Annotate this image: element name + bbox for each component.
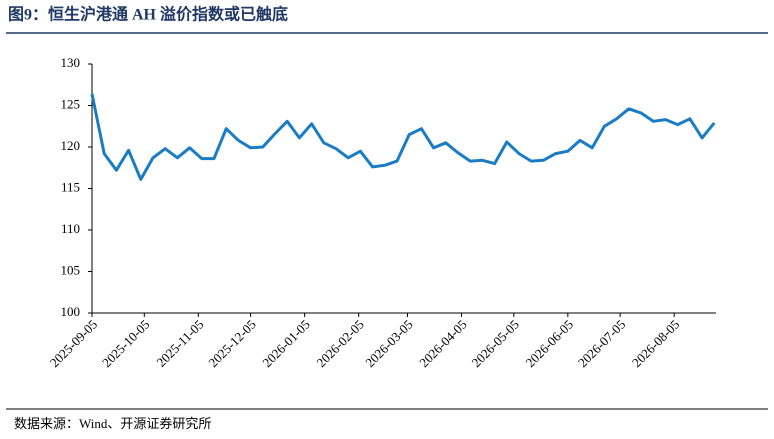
x-tick-label: 2026-04-05 [416,317,470,371]
data-line [90,93,716,181]
x-tick-label: 2025-10-05 [99,317,153,371]
y-tick-label: 105 [61,262,81,277]
x-tick-label: 2026-08-05 [629,317,683,371]
chart-title: 图9：恒生沪港通 AH 溢价指数或已触底 [8,5,288,24]
y-tick-label: 100 [61,304,81,319]
y-tick-label: 120 [61,138,81,153]
x-tick-label: 2026-07-05 [575,317,629,371]
x-tick-label: 2025-09-05 [47,317,101,371]
x-tick-label: 2026-03-05 [362,317,416,371]
y-tick-label: 130 [61,55,81,70]
x-tick-label: 2026-05-05 [469,317,523,371]
x-tick-label: 2026-02-05 [313,317,367,371]
y-tick-label: 110 [61,221,80,236]
y-tick-label: 125 [61,96,81,111]
x-tick-label: 2025-12-05 [205,317,259,371]
x-tick-label: 2026-06-05 [523,317,577,371]
source-note: 数据来源：Wind、开源证券研究所 [14,416,211,431]
y-tick-label: 115 [61,179,80,194]
x-tick-label: 2025-11-05 [153,317,206,370]
x-tick-label: 2026-01-05 [259,317,313,371]
